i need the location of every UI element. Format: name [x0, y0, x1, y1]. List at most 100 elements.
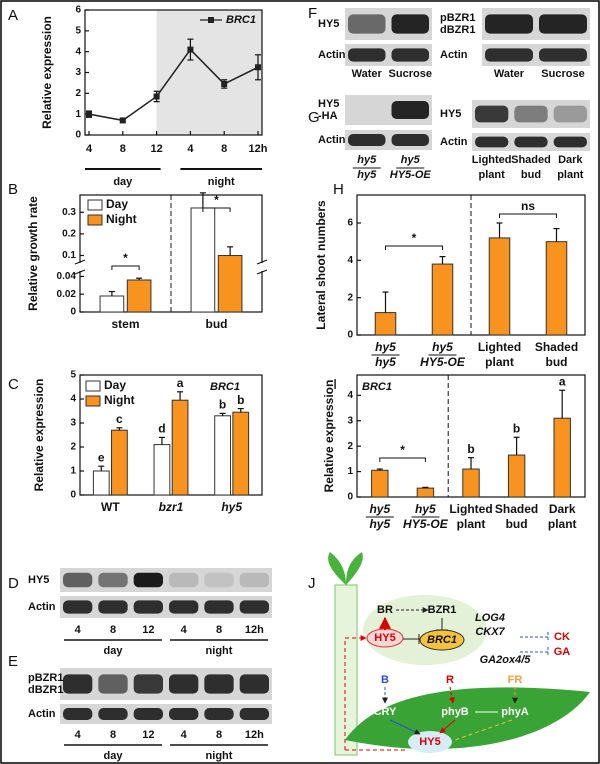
diagram-art	[328, 552, 590, 756]
y-axis-label: Relative growth rate	[26, 196, 40, 311]
lane-label: bud	[521, 169, 541, 181]
x-tick-label: HY5-OE	[420, 355, 466, 369]
x-tick-label: Dark	[549, 502, 576, 516]
lane-label: 8	[216, 624, 222, 636]
bar	[416, 487, 435, 498]
blot-band	[169, 708, 199, 720]
blot-band	[391, 134, 429, 146]
panel-letter: I	[333, 376, 337, 393]
lane-label: 4	[181, 624, 188, 636]
blot-background	[60, 668, 272, 700]
x-tick-label: hy5	[432, 340, 453, 354]
lane-label: 8	[110, 729, 116, 741]
y-tick-label: 0.1	[62, 250, 76, 261]
row-label: dBZR1	[440, 24, 475, 36]
bar	[553, 417, 571, 498]
break-mark	[74, 269, 86, 275]
row-label: Actin	[440, 49, 468, 61]
y-tick-label: 2	[347, 441, 353, 452]
plot-frame	[79, 374, 263, 496]
blot-band	[133, 600, 163, 614]
significance-label: *	[123, 251, 128, 265]
legend-label: BRC1	[226, 14, 256, 26]
row-label: HY5	[28, 574, 49, 586]
x-tick-label: 12	[150, 143, 162, 155]
lane-label: 4	[75, 624, 82, 636]
blot-band	[169, 572, 199, 588]
diagram-label: phyB	[441, 706, 469, 718]
legend-label: Night	[106, 212, 137, 226]
blot-band	[63, 600, 93, 614]
blot-band	[98, 708, 128, 720]
blot-band	[204, 674, 234, 694]
arrow	[449, 686, 455, 704]
panel-letter: A	[8, 7, 18, 24]
panel-letter: J	[308, 575, 316, 592]
arrow	[389, 719, 421, 735]
significance-letter: e	[98, 450, 105, 464]
significance-bracket	[499, 213, 557, 218]
x-tick-label: 8	[120, 143, 126, 155]
point	[255, 64, 261, 71]
point	[86, 111, 92, 118]
row-label: Actin	[440, 136, 468, 148]
blot-band	[239, 600, 269, 614]
row-label: pBZR1	[440, 12, 475, 24]
row-label: Actin	[28, 708, 56, 720]
blot-band	[204, 572, 234, 588]
row-label: Actin	[28, 601, 56, 613]
legend-swatch	[87, 214, 103, 226]
chart-title: BRC1	[362, 381, 392, 393]
lane-label: 8	[216, 729, 222, 741]
x-tick-label: hy5	[369, 502, 390, 516]
y-tick-label: 0	[70, 307, 76, 318]
blot-band	[63, 674, 93, 694]
bar	[190, 207, 216, 313]
y-tick-label: 5	[70, 370, 76, 381]
x-tick-label: plant	[457, 517, 486, 531]
bar	[462, 468, 480, 498]
x-tick-label: bud	[546, 355, 568, 369]
point	[187, 46, 194, 53]
bar	[153, 444, 171, 496]
bar	[374, 312, 397, 336]
significance-label: *	[400, 443, 405, 457]
lane-label: Sucrose	[541, 68, 584, 80]
arrow	[344, 635, 367, 750]
y-tick-label: 5	[75, 25, 81, 36]
blot-band	[169, 600, 199, 614]
y-tick-label: 4	[347, 255, 353, 266]
y-tick-label: 0	[347, 492, 353, 503]
significance-letter: b	[513, 421, 520, 435]
row-label: HY5	[318, 98, 339, 110]
blot-band	[63, 708, 93, 720]
blot-band	[475, 136, 509, 148]
group-label: night	[208, 176, 235, 188]
row-label: HY5	[440, 108, 461, 120]
x-tick-label: Lighted	[449, 502, 492, 516]
lane-label: 4	[75, 729, 82, 741]
blot-band	[169, 674, 199, 694]
lane-label: 12	[142, 624, 154, 636]
y-tick-label: 0.02	[57, 289, 77, 300]
blot-band	[348, 134, 386, 146]
x-tick-label: 4	[187, 143, 194, 155]
x-tick-label: stem	[111, 317, 139, 331]
y-tick-label: 3	[70, 418, 76, 429]
hy5-leaf-node	[408, 731, 452, 753]
y-axis-label: Relative expression	[322, 380, 336, 493]
significance-label: *	[412, 231, 417, 245]
stem	[334, 584, 358, 756]
y-tick-label: 2	[70, 442, 76, 453]
y-tick-label: 2	[75, 88, 81, 99]
significance-letter: c	[116, 412, 123, 426]
row-label: HY5	[318, 18, 339, 30]
legend-label: Day	[104, 378, 126, 392]
lane-label: HY5-OE	[390, 169, 432, 181]
point	[119, 117, 126, 124]
blot-band	[98, 572, 128, 588]
blot-band	[475, 105, 509, 123]
x-tick-label: hy5	[369, 517, 390, 531]
panel-letter: H	[333, 181, 344, 198]
lane-label: 8	[110, 624, 116, 636]
